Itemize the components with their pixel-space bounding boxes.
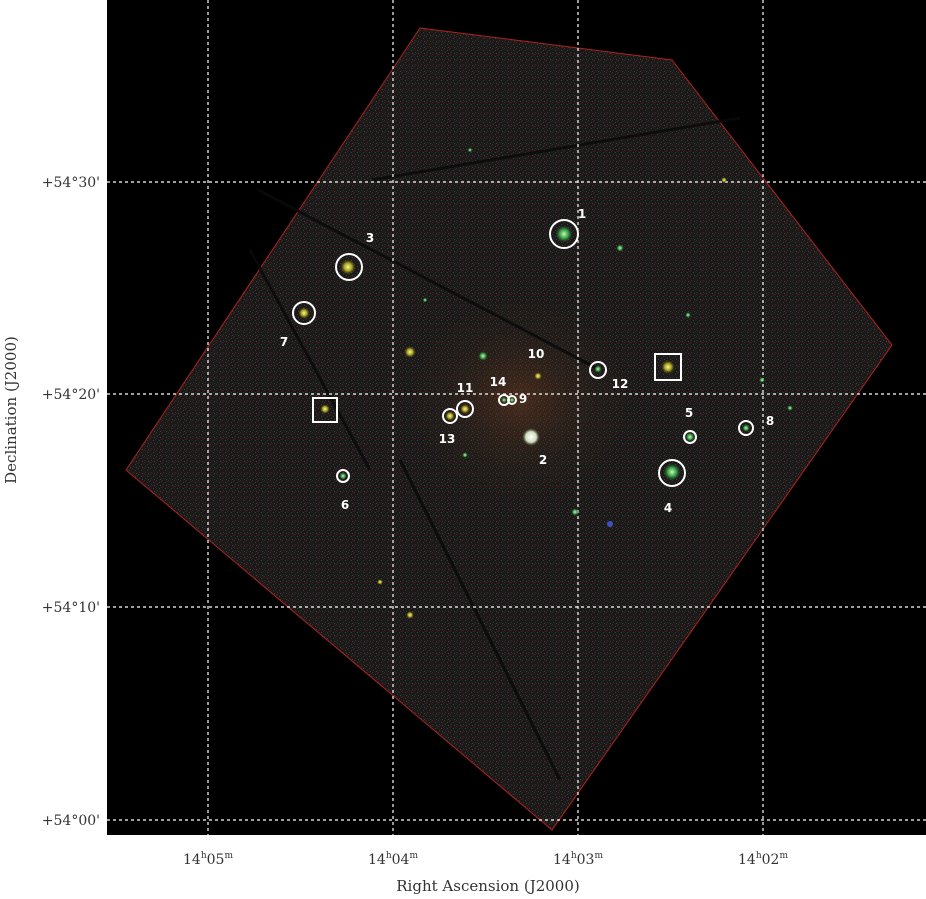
source-marker-circle-6 <box>336 469 350 483</box>
source-label-13: 13 <box>439 432 456 446</box>
diffuse-emission <box>400 290 640 510</box>
source-marker-circle-3 <box>335 253 363 281</box>
dec-tick-label: +54°20' <box>42 387 100 403</box>
source-label-5: 5 <box>685 406 693 420</box>
source-marker-square <box>312 397 338 423</box>
dec-tick-label: +54°00' <box>42 813 100 829</box>
source-marker-circle-12 <box>589 361 607 379</box>
source-label-9: 9 <box>519 392 527 406</box>
source-label-12: 12 <box>612 377 629 391</box>
source-label-8: 8 <box>766 414 774 428</box>
source-marker-circle-8 <box>738 420 754 436</box>
source-marker-circle-7 <box>292 301 316 325</box>
bright-sources <box>298 225 750 481</box>
source-label-11: 11 <box>457 381 474 395</box>
source-marker-circle-5 <box>683 430 697 444</box>
ra-tick-label: 14h03m <box>553 851 603 868</box>
source-marker-square <box>654 353 682 381</box>
source-marker-circle-4 <box>658 459 686 487</box>
y-axis-label: Declination (J2000) <box>2 336 20 484</box>
x-axis-label: Right Ascension (J2000) <box>396 877 579 895</box>
ra-tick-label: 14h04m <box>368 851 418 868</box>
source-label-2: 2 <box>539 453 547 467</box>
ra-tick-label: 14h02m <box>738 851 788 868</box>
source-marker-circle-14 <box>498 394 510 406</box>
source-marker-circle-1 <box>549 219 579 249</box>
coordinate-grid <box>107 0 926 835</box>
source-label-4: 4 <box>664 501 672 515</box>
source-label-6: 6 <box>341 498 349 512</box>
source-label-7: 7 <box>280 335 288 349</box>
dec-tick-label: +54°10' <box>42 600 100 616</box>
source-label-3: 3 <box>366 231 374 245</box>
source-marker-circle-11 <box>456 400 474 418</box>
source-label-1: 1 <box>578 207 586 221</box>
source-marker-circle-13 <box>442 408 458 424</box>
ra-tick-label: 14h05m <box>183 851 233 868</box>
dec-tick-label: +54°30' <box>42 175 100 191</box>
chip-gaps <box>248 116 741 781</box>
field-sources <box>377 147 793 619</box>
source-label-14: 14 <box>490 375 507 389</box>
source-label-10: 10 <box>528 347 545 361</box>
